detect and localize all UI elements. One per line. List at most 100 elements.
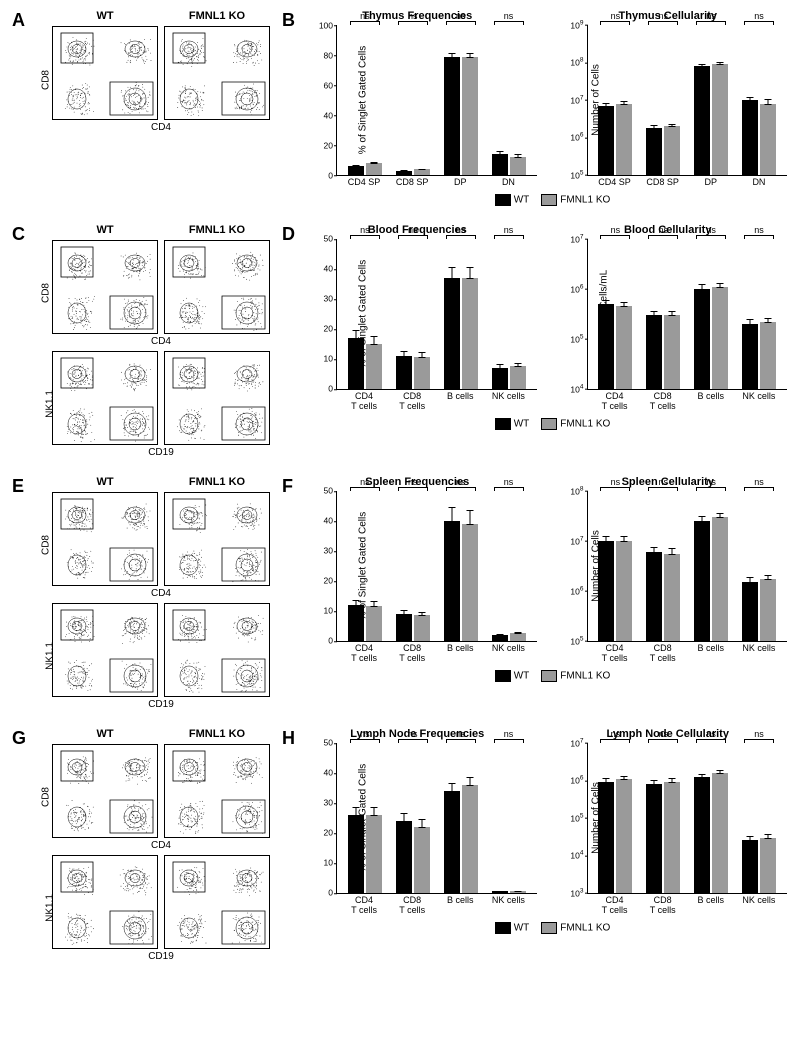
bar-group: ns <box>742 491 776 641</box>
facs-row-group: Gated on CD3⁺ cellsCD8 CD4 <box>28 492 270 599</box>
bar-ko <box>616 541 632 641</box>
bar-ko <box>366 606 382 641</box>
plot-area: % of Singlet Gated Cells020406080100ns n… <box>336 25 537 176</box>
significance-label: ns <box>456 225 466 258</box>
bar-ko <box>414 615 430 641</box>
y-ticks: 104105106107 <box>554 239 584 389</box>
significance-label: ns <box>659 225 669 302</box>
facs-y-axis: CD8 <box>41 535 52 555</box>
bar-wt <box>444 57 460 176</box>
significance-label: ns <box>754 225 764 308</box>
bar-group: ns <box>348 25 382 175</box>
bar-wt <box>396 171 412 176</box>
plot-area: Number of Cells103104105106107ns ns ns n… <box>587 743 788 894</box>
bar-wt <box>444 521 460 641</box>
facs-x-axis: CD4 <box>28 588 270 599</box>
bar-ko <box>760 838 776 893</box>
bar-chart: Thymus CellularityNumber of Cells1051061… <box>549 10 788 188</box>
x-labels: CD4T cellsCD8T cellsB cellsNK cells <box>336 896 537 916</box>
facs-row-group: Gated on CD3⁻ cellsNK1.1 CD19 <box>28 351 270 458</box>
significance-label: ns <box>408 11 418 160</box>
x-labels: CD4T cellsCD8T cellsB cellsNK cells <box>587 392 788 412</box>
bar-group: ns <box>742 743 776 893</box>
bar-ko <box>616 306 632 389</box>
facs-plot <box>164 26 270 120</box>
bar-ko <box>712 287 728 389</box>
facs-row-group: Gated on CD3⁻ cellsNK1.1 CD19 <box>28 603 270 710</box>
facs-panel: GWTFMNL1 KOGated on CD3⁺ cellsCD8 CD4Gat… <box>10 728 270 962</box>
facs-plot <box>164 351 270 445</box>
bar-ko <box>760 579 776 641</box>
bar-ko <box>414 169 430 175</box>
bar-wt <box>348 338 364 389</box>
legend: WT FMNL1 KO <box>318 670 787 682</box>
bar-wt <box>646 784 662 893</box>
legend: WT FMNL1 KO <box>318 922 787 934</box>
figure: AWTFMNL1 KOCD8 CD4BThymus Frequencies% o… <box>10 10 787 962</box>
bar-group: ns <box>444 25 478 175</box>
bar-wt <box>742 100 758 175</box>
bar-group: ns <box>646 25 680 175</box>
facs-headers: WTFMNL1 KO <box>28 10 270 22</box>
bar-wt <box>694 66 710 175</box>
significance-label: ns <box>504 729 514 882</box>
bar-group: ns <box>694 743 728 893</box>
facs-panel: CWTFMNL1 KOGated on CD3⁺ cellsCD8 CD4Gat… <box>10 224 270 458</box>
facs-headers: WTFMNL1 KO <box>28 728 270 740</box>
bar-wt <box>742 840 758 892</box>
significance-label: ns <box>504 225 514 354</box>
bar-ko <box>366 815 382 893</box>
bar-wt <box>492 368 508 389</box>
significance-label: ns <box>659 11 669 114</box>
bar-wt <box>396 614 412 641</box>
bar-chart: Thymus Frequencies% of Singlet Gated Cel… <box>298 10 537 188</box>
facs-x-axis: CD19 <box>28 951 270 962</box>
y-ticks: 01020304050 <box>303 743 333 893</box>
x-labels: CD4T cellsCD8T cellsB cellsNK cells <box>336 644 537 664</box>
bar-ko <box>664 126 680 175</box>
bar-wt <box>444 791 460 893</box>
bar-wt <box>742 582 758 641</box>
facs-plot <box>52 351 158 445</box>
bar-group: ns <box>396 239 430 389</box>
bar-ko <box>462 57 478 176</box>
significance-label: ns <box>408 477 418 602</box>
bar-group: ns <box>742 239 776 389</box>
bar-group: ns <box>396 491 430 641</box>
bar-chart: Spleen CellularityNumber of Cells1051061… <box>549 476 788 664</box>
bar-ko <box>510 366 526 389</box>
bar-group: ns <box>444 743 478 893</box>
bar-group: ns <box>646 743 680 893</box>
bar-ko <box>366 344 382 389</box>
bar-ko <box>510 891 526 893</box>
facs-plot <box>52 492 158 586</box>
significance-label: ns <box>504 11 514 142</box>
panel-letter: A <box>12 10 25 31</box>
bar-ko <box>414 827 430 893</box>
bar-group: ns <box>694 25 728 175</box>
facs-y-axis: CD8 <box>41 69 52 89</box>
bar-wt <box>598 106 614 175</box>
charts-panel: DBlood Frequencies% of Singlet Gated Cel… <box>280 224 787 458</box>
facs-x-axis: CD19 <box>28 699 270 710</box>
significance-label: ns <box>360 225 370 321</box>
bar-group: ns <box>598 491 632 641</box>
bar-wt <box>598 782 614 893</box>
legend: WT FMNL1 KO <box>318 418 787 430</box>
significance-label: ns <box>754 729 764 824</box>
bar-ko <box>616 779 632 893</box>
facs-plot <box>164 492 270 586</box>
y-ticks: 103104105106107 <box>554 743 584 893</box>
bar-group: ns <box>694 239 728 389</box>
significance-label: ns <box>456 729 466 768</box>
bar-group: ns <box>348 743 382 893</box>
facs-headers: WTFMNL1 KO <box>28 224 270 236</box>
bar-wt <box>598 304 614 389</box>
bar-wt <box>492 891 508 893</box>
significance-label: ns <box>754 477 764 565</box>
significance-label: ns <box>754 11 764 88</box>
bar-group: ns <box>348 239 382 389</box>
facs-row-group: Gated on CD3⁻ cellsNK1.1 CD19 <box>28 855 270 962</box>
bar-ko <box>510 157 526 175</box>
facs-plot <box>164 855 270 949</box>
